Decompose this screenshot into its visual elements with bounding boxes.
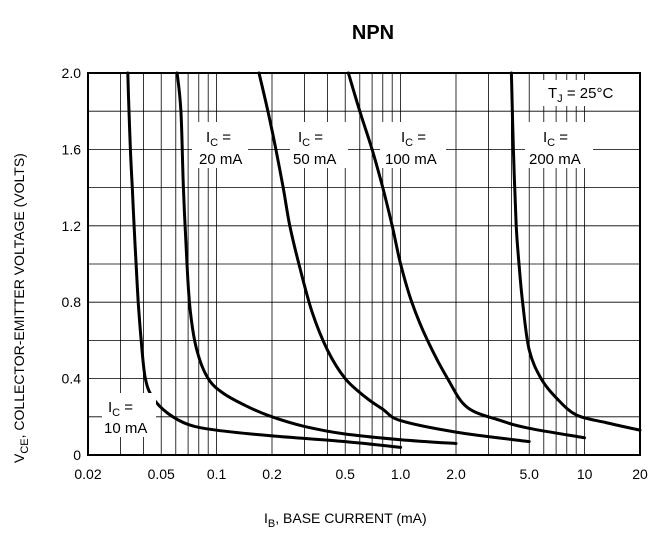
y-axis-label: VCE, COLLECTOR-EMITTER VOLTAGE (VOLTS) [11,153,31,463]
x-tick-label: 0.5 [335,466,355,482]
series-label-50ma: IC = 50 mA [290,122,348,168]
x-tick-label: 1.0 [391,466,411,482]
svg-text:IC =: IC = [401,129,426,149]
series-label-20ma: IC = 20 mA [192,122,248,168]
x-tick-labels: 0.02 0.05 0.1 0.2 0.5 1.0 2.0 5.0 10 20 [74,466,648,482]
series-line-10ma [126,71,403,449]
series-line-20ma [175,71,458,445]
y-tick-label: 1.6 [62,141,82,157]
x-tick-label: 0.02 [74,466,101,482]
svg-text:100 mA: 100 mA [385,151,437,168]
y-tick-label: 0 [73,447,81,463]
x-tick-label: 2.0 [446,466,466,482]
svg-text:IC =: IC = [206,129,231,149]
svg-text:IC =: IC = [543,129,568,149]
y-tick-label: 0.8 [62,294,82,310]
svg-text:10 mA: 10 mA [104,420,147,437]
series-label-10ma: IC = 10 mA [102,393,156,437]
y-tick-label: 1.2 [62,218,82,234]
x-tick-label: 0.2 [262,466,282,482]
x-tick-label: 10 [577,466,593,482]
y-tick-label: 0.4 [62,371,82,387]
x-tick-label: 0.05 [148,466,175,482]
chart-title: NPN [352,22,394,44]
x-tick-label: 0.1 [207,466,227,482]
curves [126,71,642,449]
svg-text:20 mA: 20 mA [199,151,242,168]
y-tick-labels: 0 0.4 0.8 1.2 1.6 2.0 [62,65,82,463]
svg-text:50 mA: 50 mA [293,151,336,168]
svg-text:TJ = 25°C: TJ = 25°C [548,85,613,105]
svg-text:IC =: IC = [298,129,323,149]
series-line-50ma [257,71,531,444]
series-line-100ma [346,71,587,440]
x-tick-label: 20 [632,466,648,482]
x-axis-label: IB, BASE CURRENT (mA) [264,510,427,530]
y-tick-label: 2.0 [62,65,82,81]
svg-text:200 mA: 200 mA [529,151,581,168]
plot-frame [87,72,641,456]
series-label-100ma: IC = 100 mA [380,122,446,168]
series-label-200ma: IC = 200 mA [525,122,593,168]
temperature-annotation: TJ = 25°C [543,80,635,106]
x-tick-label: 5.0 [519,466,539,482]
series-line-200ma [509,71,642,432]
svg-text:IC =: IC = [108,399,133,419]
